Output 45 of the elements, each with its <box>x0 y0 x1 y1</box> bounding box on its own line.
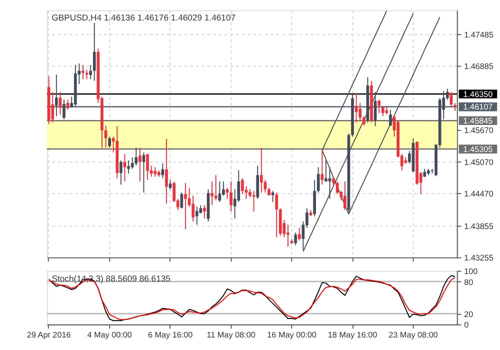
candlestick <box>92 22 96 82</box>
candlestick <box>313 179 316 217</box>
chart-title: GBPUSD,H4 1.46136 1.46176 1.46029 1.46107 <box>52 12 236 23</box>
candlestick <box>51 91 54 123</box>
candlestick <box>316 166 320 193</box>
candlestick <box>256 165 260 200</box>
candlestick <box>82 64 84 80</box>
candlestick <box>381 106 384 117</box>
candlestick <box>55 74 58 117</box>
line-series <box>302 12 414 252</box>
candlestick <box>138 147 142 182</box>
candlestick <box>275 192 278 238</box>
candlestick <box>154 166 157 178</box>
candlestick <box>286 224 290 248</box>
candlestick <box>165 138 168 204</box>
candlestick <box>146 154 149 180</box>
candlestick <box>184 182 187 230</box>
candlestick <box>260 147 263 193</box>
candlestick <box>134 147 138 166</box>
candlestick <box>294 232 297 246</box>
candlestick <box>354 92 358 123</box>
candlestick <box>108 136 111 148</box>
candlestick <box>62 99 66 120</box>
candlestick <box>142 152 146 193</box>
candlestick <box>222 180 225 196</box>
candlestick <box>241 178 244 195</box>
candlestick <box>195 206 198 226</box>
candlestick <box>230 180 232 212</box>
candlestick <box>210 180 214 206</box>
candlestick <box>214 174 218 201</box>
candlestick <box>324 160 328 182</box>
candlestick <box>168 179 172 190</box>
candlestick <box>203 204 206 219</box>
candlestick <box>218 180 222 202</box>
candlestick <box>343 180 346 210</box>
candlestick <box>120 160 122 186</box>
candlestick <box>298 227 301 241</box>
candlestick <box>378 99 381 114</box>
candlestick <box>362 116 366 126</box>
candlestick <box>389 109 392 127</box>
candlestick <box>320 150 324 186</box>
candlestick <box>89 64 92 80</box>
chart-title: Stoch(14,3,3) 88.5609 86.6135 <box>52 273 171 284</box>
candlestick <box>180 192 184 209</box>
candlestick <box>127 160 130 174</box>
